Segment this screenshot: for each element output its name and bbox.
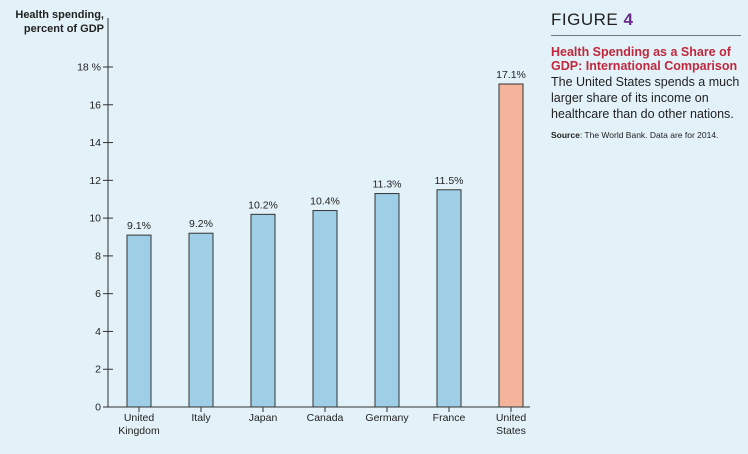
- bar: [126, 234, 152, 408]
- bar-value-label: 11.3%: [373, 179, 402, 191]
- source-prefix: Source: [551, 130, 580, 140]
- source-text: : The World Bank. Data are for 2014.: [579, 130, 719, 140]
- bar: [498, 83, 524, 408]
- y-tick-label: 6: [95, 288, 101, 300]
- figure-description: The United States spends a much larger s…: [551, 75, 740, 121]
- bar-value-label: 9.2%: [189, 218, 213, 230]
- y-tick-label: 14: [89, 137, 101, 149]
- bar: [312, 210, 338, 408]
- figure-source: Source: The World Bank. Data are for 201…: [551, 130, 741, 140]
- bar-value-label: 10.2%: [248, 199, 278, 211]
- bar-value-label: 17.1%: [496, 69, 526, 81]
- bar-value-label: 10.4%: [310, 196, 340, 208]
- x-tick-label: Kingdom: [118, 425, 160, 437]
- x-tick-label: Japan: [249, 412, 278, 424]
- bar: [374, 193, 400, 408]
- x-tick-label: States: [496, 425, 526, 437]
- x-tick-label: Italy: [191, 412, 211, 424]
- y-tick-label: 18 %: [77, 62, 101, 74]
- bar: [188, 232, 214, 408]
- y-axis-title: Health spending, percent of GDP: [8, 8, 104, 36]
- x-tick-label: United: [496, 412, 527, 424]
- y-tick-label: 0: [95, 402, 101, 414]
- y-axis-title-line1: Health spending,: [15, 9, 104, 21]
- x-tick-label: United: [124, 412, 155, 424]
- bar: [436, 189, 462, 408]
- y-tick-label: 16: [89, 99, 101, 111]
- y-tick-label: 2: [95, 364, 101, 376]
- bar-value-label: 9.1%: [127, 220, 151, 232]
- figure-caption-panel: FIGURE 4 Health Spending as a Share of G…: [551, 10, 741, 140]
- y-tick-label: 10: [89, 213, 101, 225]
- figure-label: FIGURE 4: [551, 10, 741, 36]
- x-tick-label: Germany: [365, 412, 409, 424]
- figure-number: 4: [623, 10, 634, 29]
- bar-value-label: 11.5%: [435, 175, 464, 187]
- figure-label-word: FIGURE: [551, 10, 619, 29]
- y-axis-title-line2: percent of GDP: [23, 23, 104, 35]
- y-tick-label: 8: [95, 250, 101, 262]
- figure-title: Health Spending as a Share of GDP: Inter…: [551, 45, 738, 73]
- bar: [250, 213, 276, 408]
- x-tick-label: France: [433, 412, 466, 424]
- y-tick-label: 4: [95, 326, 101, 338]
- y-tick-label: 12: [89, 175, 101, 187]
- x-tick-label: Canada: [307, 412, 344, 424]
